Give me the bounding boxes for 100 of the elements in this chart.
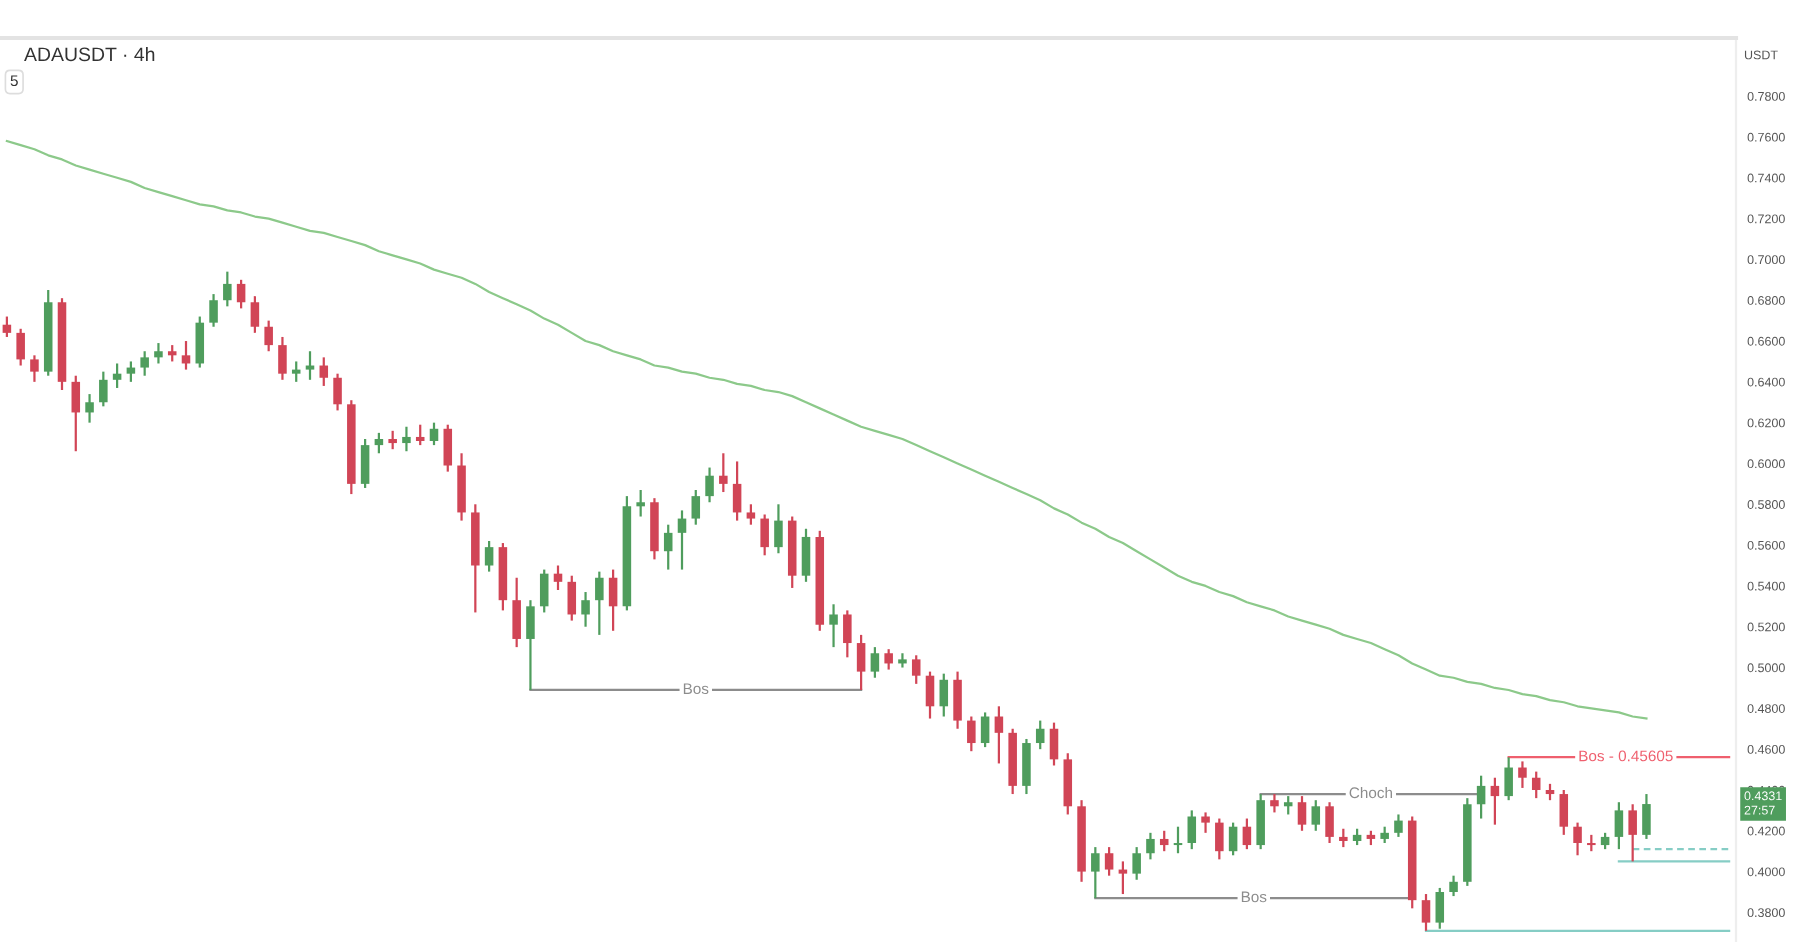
- candlestick: [415, 423, 425, 447]
- candlestick: [223, 270, 232, 308]
- candlestick: [719, 452, 728, 494]
- candlestick: [856, 633, 866, 692]
- candlestick: [154, 341, 163, 365]
- candlestick: [553, 564, 563, 592]
- candlestick: [333, 372, 342, 412]
- candlestick: [278, 335, 287, 381]
- candlestick: [774, 503, 783, 555]
- candlestick: [181, 339, 191, 371]
- candlestick: [705, 466, 714, 504]
- candlestick: [884, 648, 893, 671]
- candlestick: [1256, 792, 1265, 851]
- candlestick: [402, 425, 411, 453]
- candlestick: [636, 488, 645, 518]
- candlestick: [677, 509, 687, 571]
- candlestick: [539, 568, 549, 614]
- candlestick: [16, 327, 25, 367]
- candlestick: [1628, 803, 1637, 863]
- candlestick: [1187, 809, 1197, 851]
- candlestick: [1394, 813, 1403, 839]
- candlestick: [843, 609, 852, 659]
- candlestick: [1049, 721, 1059, 767]
- candlestick: [1559, 788, 1569, 836]
- candlestick: [526, 599, 535, 692]
- candlestick: [209, 292, 218, 328]
- candlestick: [581, 590, 590, 628]
- candlestick: [429, 421, 439, 447]
- candlestick: [1283, 794, 1293, 816]
- candlestick: [1642, 792, 1651, 841]
- chart-title: ADAUSDT · 4h: [24, 46, 155, 62]
- candlestick: [1297, 794, 1307, 832]
- candlestick: [1435, 886, 1445, 930]
- candlestick: [1490, 776, 1500, 826]
- candlestick: [1063, 752, 1073, 816]
- candlestick: [1146, 831, 1155, 861]
- candlestick: [898, 652, 907, 669]
- candlestick: [939, 672, 949, 718]
- candlestick: [1339, 827, 1348, 849]
- candlestick: [1504, 756, 1513, 802]
- candlestick: [911, 654, 921, 685]
- candlestick: [1270, 792, 1279, 814]
- candlestick: [1614, 801, 1624, 851]
- candlestick: [691, 488, 701, 526]
- candlestick: [2, 315, 12, 339]
- candlestick: [595, 570, 604, 636]
- candlestick: [443, 423, 453, 473]
- candlestick: [71, 374, 81, 453]
- candlestick: [1132, 846, 1141, 881]
- candlestick: [663, 523, 673, 571]
- candlestick: [746, 503, 756, 526]
- candlestick: [1518, 760, 1527, 790]
- candlestick: [112, 362, 122, 390]
- candlestick: [829, 603, 838, 649]
- candlestick: [608, 568, 618, 632]
- candlestick: [305, 350, 315, 381]
- candlestick: [732, 460, 742, 522]
- candlestick: [1104, 846, 1114, 877]
- candlestick: [1573, 821, 1582, 857]
- candlestick: [140, 350, 149, 377]
- candlestick: [291, 360, 301, 383]
- line-series: [5, 139, 1648, 720]
- candlestick: [760, 513, 769, 557]
- candlestick: [567, 574, 577, 622]
- candlestick: [1311, 799, 1321, 832]
- candlestick: [85, 392, 94, 424]
- candlestick: [512, 576, 521, 649]
- candlestick: [1035, 719, 1045, 751]
- candlestick: [264, 319, 273, 353]
- candlestick: [1022, 737, 1031, 796]
- candlestick: [484, 539, 494, 573]
- candlestick: [1173, 825, 1183, 855]
- candlestick: [1242, 817, 1252, 851]
- candlestick: [457, 452, 466, 522]
- candlestick: [1449, 874, 1458, 898]
- candlestick: [1159, 829, 1169, 853]
- candlestick: [1421, 892, 1431, 932]
- candlestick: [953, 670, 962, 730]
- candlestick: [1201, 811, 1210, 834]
- candlestick: [980, 711, 990, 749]
- candlestick: [870, 646, 880, 679]
- candlestick: [99, 370, 108, 408]
- candlestick: [1215, 817, 1224, 861]
- candlestick: [1531, 770, 1541, 800]
- candlestick: [925, 670, 935, 720]
- candlestick: [967, 715, 976, 753]
- candlestick: [388, 429, 397, 451]
- candlestick: [30, 354, 39, 383]
- candlestick: [801, 527, 811, 583]
- candlestick: [195, 315, 205, 369]
- candlestick: [374, 431, 384, 455]
- candlestick: [1091, 846, 1100, 900]
- candlestick: [1118, 860, 1128, 896]
- candlestick: [994, 705, 1004, 765]
- candlestick: [1228, 821, 1238, 857]
- candlestick: [1476, 774, 1486, 820]
- candlestick: [360, 437, 370, 490]
- candlestick: [126, 360, 136, 383]
- candlestick: [250, 295, 260, 334]
- candlestick: [236, 278, 246, 310]
